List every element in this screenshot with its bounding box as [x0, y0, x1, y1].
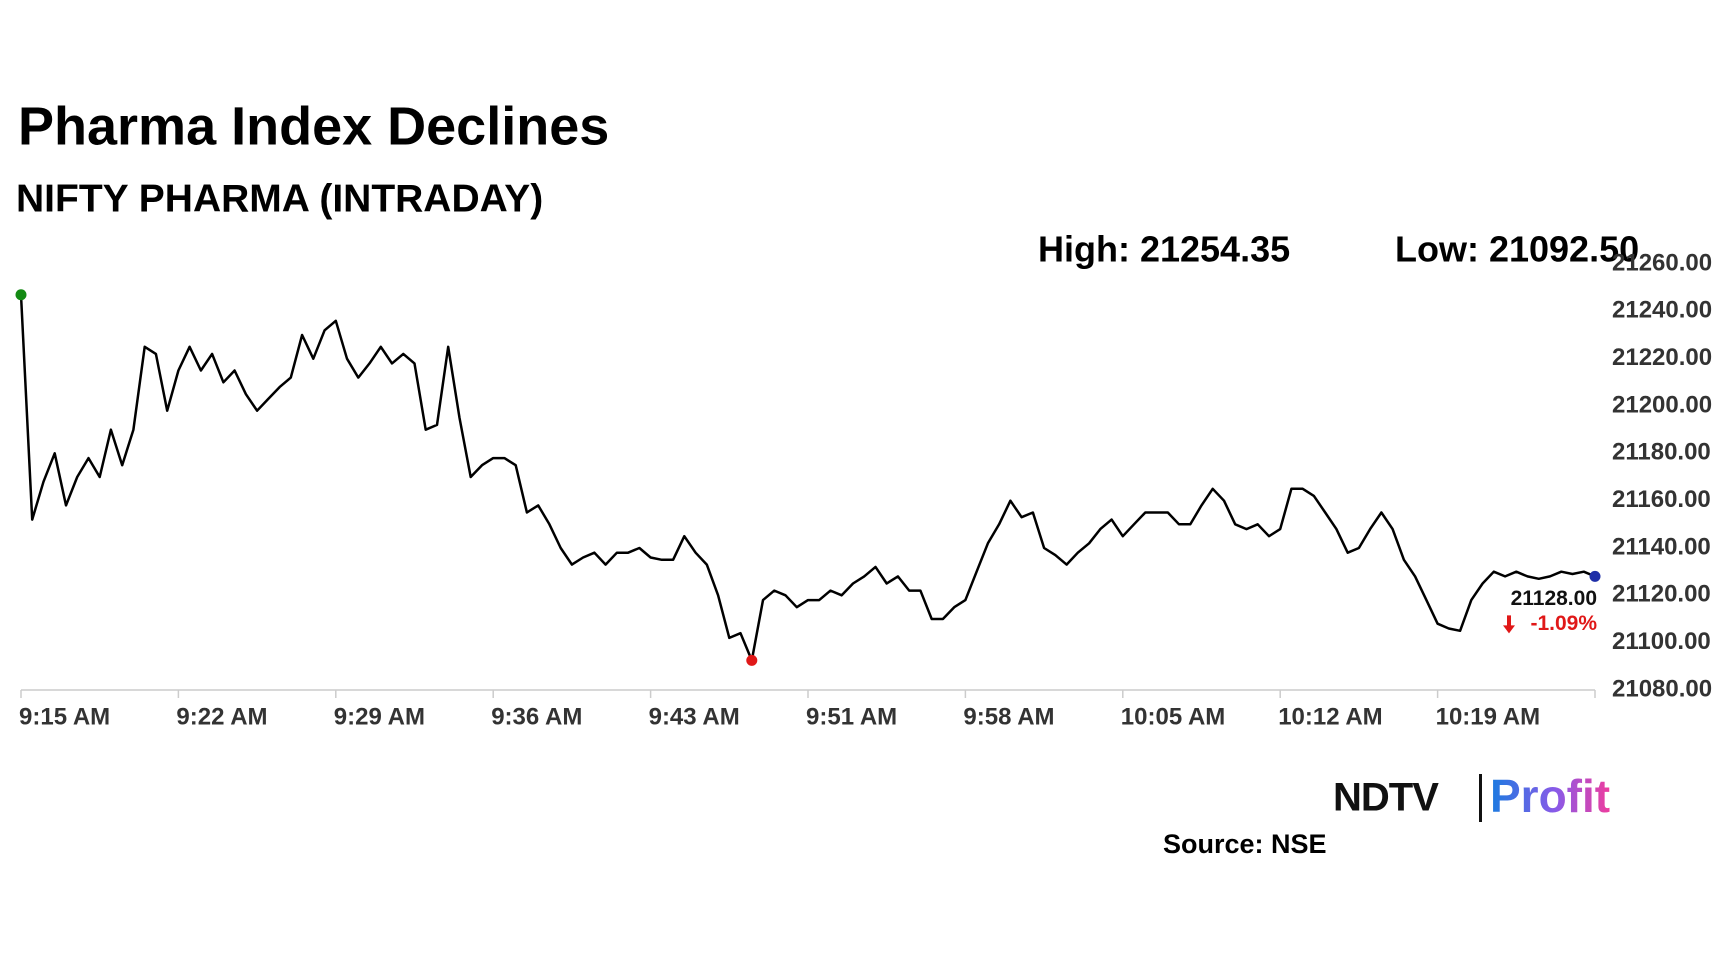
y-tick-label: 21180.00: [1612, 439, 1711, 466]
price-line: [19, 294, 1596, 662]
chart-subtitle: NIFTY PHARMA (INTRADAY): [16, 177, 543, 220]
x-tick-label: 9:36 AM: [491, 703, 582, 730]
low-label: Low: 21092.50: [1395, 229, 1639, 270]
chart-title: Pharma Index Declines: [18, 96, 609, 156]
x-tick-label: 10:05 AM: [1121, 703, 1225, 730]
last-value-label: 21128.00: [1511, 587, 1597, 610]
marker-last: [1589, 570, 1601, 582]
x-tick-label: 9:22 AM: [176, 703, 267, 730]
x-tick-label: 9:58 AM: [963, 703, 1054, 730]
y-tick-label: 21120.00: [1612, 581, 1711, 608]
change-arrow: [1503, 615, 1515, 634]
x-tick-label: 9:51 AM: [806, 703, 897, 730]
x-tick-label: 10:12 AM: [1278, 703, 1382, 730]
x-tick-label: 9:43 AM: [649, 703, 740, 730]
change-label: -1.09%: [1530, 612, 1597, 635]
y-tick-label: 21220.00: [1612, 344, 1712, 371]
y-tick-label: 21200.00: [1612, 391, 1712, 418]
y-tick-label: 21100.00: [1612, 628, 1711, 655]
marker-first: [15, 289, 27, 301]
logo-right: Profit: [1490, 770, 1610, 822]
logo-left: NDTV: [1333, 776, 1439, 820]
marker-low: [746, 654, 758, 666]
y-tick-label: 21240.00: [1612, 297, 1712, 324]
y-tick-label: 21140.00: [1612, 533, 1711, 560]
high-label: High: 21254.35: [1038, 229, 1290, 270]
y-tick-label: 21260.00: [1612, 249, 1712, 276]
x-tick-label: 9:15 AM: [19, 703, 110, 730]
source: Source: NSE: [1163, 829, 1327, 859]
logo-divider: [1479, 774, 1482, 822]
y-tick-label: 21160.00: [1612, 486, 1711, 513]
x-tick-label: 9:29 AM: [334, 703, 425, 730]
x-tick-label: 10:19 AM: [1436, 703, 1540, 730]
y-tick-label: 21080.00: [1612, 675, 1712, 702]
